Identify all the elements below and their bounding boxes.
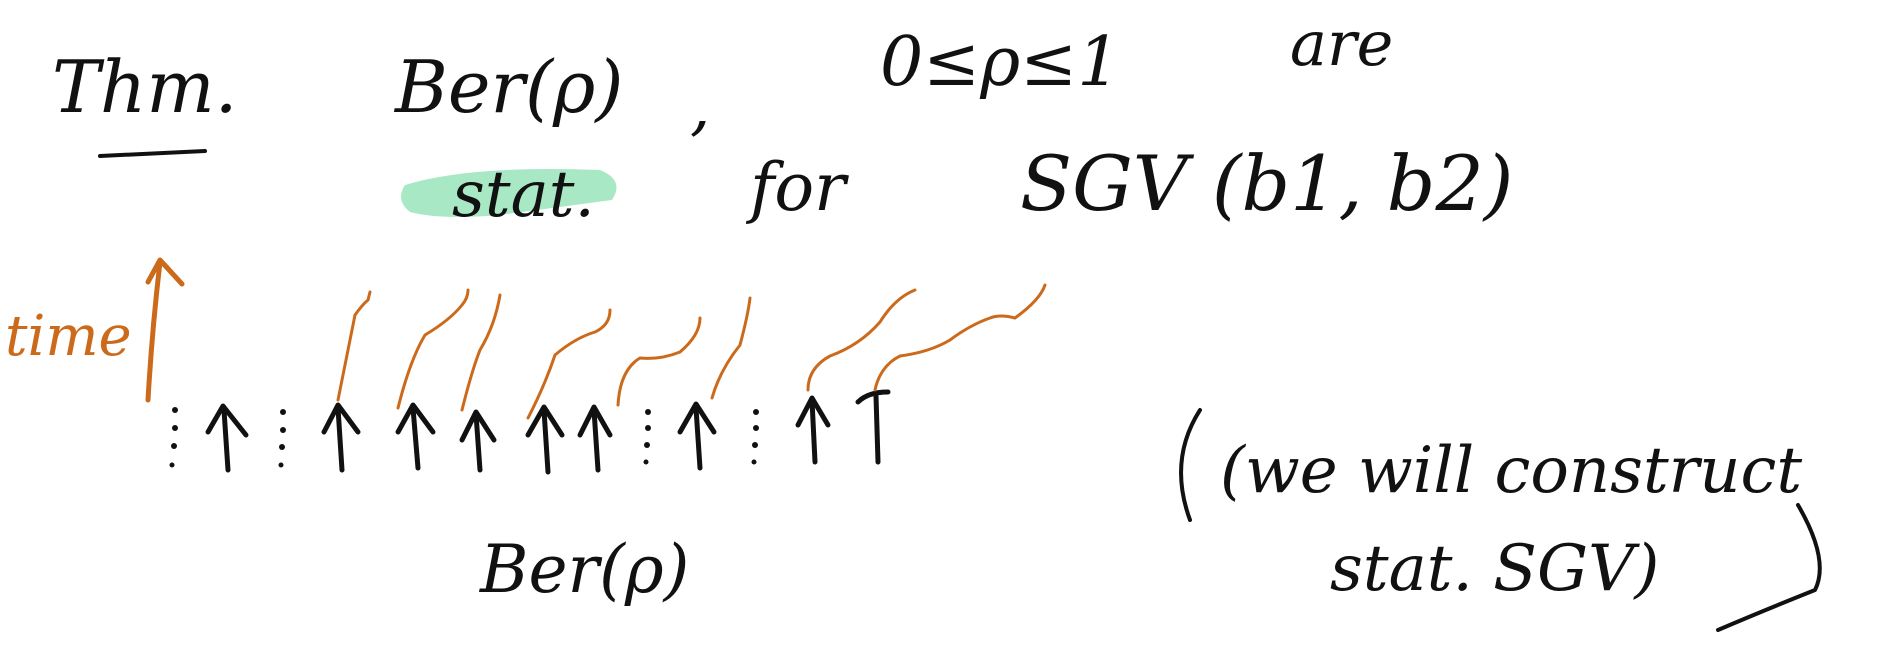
time-label: time: [5, 304, 132, 369]
stat-highlight: [401, 169, 617, 217]
bernoulli-heading: Ber(ρ): [393, 45, 623, 129]
dots-column-2: [278, 409, 286, 468]
up-arrow-3: [395, 402, 436, 471]
theorem-label: Thm.: [52, 45, 238, 129]
note-line-2: stat. SGV): [1330, 532, 1659, 606]
up-arrow-4: [459, 409, 497, 473]
parameter-range: 0≤ρ≤1: [880, 23, 1120, 102]
dots-column-1: [169, 407, 178, 468]
word-for: for: [745, 149, 849, 226]
sgv-parameters: SGV (b1, b2): [1020, 139, 1513, 228]
note-line-1: (we will construct: [1220, 434, 1802, 508]
time-arrow-head: [145, 257, 185, 287]
dots-column-4: [751, 409, 759, 465]
word-are: are: [1290, 7, 1393, 80]
dots-column-3: [643, 409, 651, 465]
time-evolution-paths: [336, 283, 1047, 420]
time-arrow-shaft: [145, 259, 163, 403]
bernoulli-bottom-label: Ber(ρ): [479, 531, 689, 608]
up-arrow-8: [795, 395, 831, 465]
up-arrow-2: [321, 402, 361, 473]
note-close-paren: [1716, 503, 1822, 632]
up-arrow-6: [577, 404, 613, 473]
up-arrow-7: [677, 401, 717, 471]
word-stat: stat.: [452, 158, 595, 232]
up-arrow-5: [525, 404, 565, 475]
heading-comma: ,: [690, 70, 710, 144]
theorem-underline: [98, 149, 207, 158]
note-open-paren: [1179, 408, 1202, 522]
up-arrow-9: [855, 389, 891, 465]
up-arrow-1: [205, 403, 249, 473]
